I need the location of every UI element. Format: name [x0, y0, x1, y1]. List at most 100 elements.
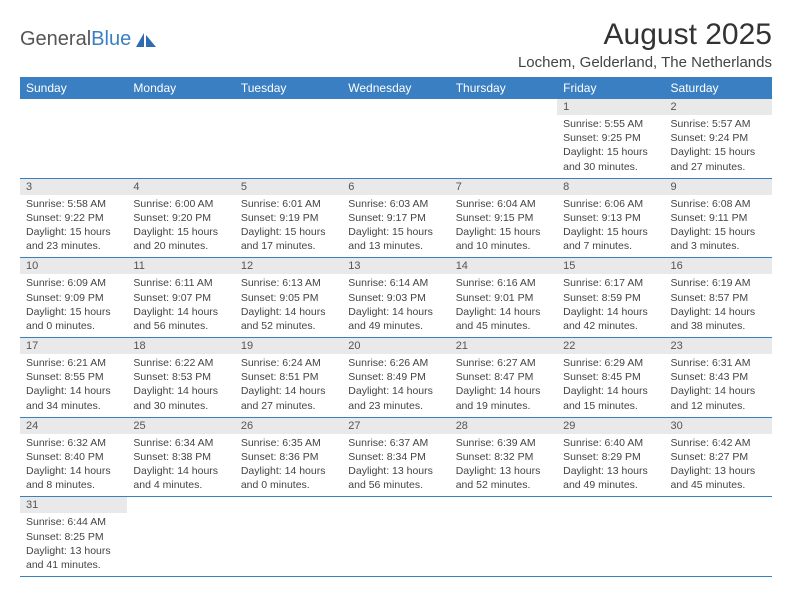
day-number: 13	[342, 258, 449, 274]
calendar-header-row: SundayMondayTuesdayWednesdayThursdayFrid…	[20, 77, 772, 99]
day-number: 16	[665, 258, 772, 274]
daylight-text: Daylight: 15 hours and 17 minutes.	[241, 225, 336, 253]
day-number: 18	[127, 338, 234, 354]
sunrise-text: Sunrise: 6:04 AM	[456, 197, 551, 211]
sunset-text: Sunset: 9:11 PM	[671, 211, 766, 225]
day-number: 1	[557, 99, 664, 115]
daylight-text: Daylight: 15 hours and 3 minutes.	[671, 225, 766, 253]
daylight-text: Daylight: 15 hours and 7 minutes.	[563, 225, 658, 253]
header: GeneralBlue August 2025 Lochem, Gelderla…	[20, 18, 772, 71]
day-details: Sunrise: 6:29 AMSunset: 8:45 PMDaylight:…	[557, 354, 664, 417]
day-details: Sunrise: 6:34 AMSunset: 8:38 PMDaylight:…	[127, 434, 234, 497]
day-details: Sunrise: 6:22 AMSunset: 8:53 PMDaylight:…	[127, 354, 234, 417]
daylight-text: Daylight: 14 hours and 56 minutes.	[133, 305, 228, 333]
calendar-day-cell: 6Sunrise: 6:03 AMSunset: 9:17 PMDaylight…	[342, 178, 449, 258]
day-details: Sunrise: 6:19 AMSunset: 8:57 PMDaylight:…	[665, 274, 772, 337]
sunset-text: Sunset: 9:19 PM	[241, 211, 336, 225]
day-details: Sunrise: 6:32 AMSunset: 8:40 PMDaylight:…	[20, 434, 127, 497]
day-details: Sunrise: 5:58 AMSunset: 9:22 PMDaylight:…	[20, 195, 127, 258]
sunrise-text: Sunrise: 6:08 AM	[671, 197, 766, 211]
calendar-day-cell: 31Sunrise: 6:44 AMSunset: 8:25 PMDayligh…	[20, 497, 127, 577]
day-number: 19	[235, 338, 342, 354]
day-details: Sunrise: 6:42 AMSunset: 8:27 PMDaylight:…	[665, 434, 772, 497]
sunrise-text: Sunrise: 6:42 AM	[671, 436, 766, 450]
sunrise-text: Sunrise: 6:01 AM	[241, 197, 336, 211]
day-number: 5	[235, 179, 342, 195]
daylight-text: Daylight: 14 hours and 34 minutes.	[26, 384, 121, 412]
calendar-day-cell: 16Sunrise: 6:19 AMSunset: 8:57 PMDayligh…	[665, 258, 772, 338]
day-number: 29	[557, 418, 664, 434]
day-details: Sunrise: 6:35 AMSunset: 8:36 PMDaylight:…	[235, 434, 342, 497]
sunset-text: Sunset: 9:05 PM	[241, 291, 336, 305]
daylight-text: Daylight: 13 hours and 45 minutes.	[671, 464, 766, 492]
sunrise-text: Sunrise: 6:31 AM	[671, 356, 766, 370]
weekday-header: Monday	[127, 77, 234, 99]
calendar-day-cell: 4Sunrise: 6:00 AMSunset: 9:20 PMDaylight…	[127, 178, 234, 258]
day-number: 2	[665, 99, 772, 115]
calendar-empty-cell	[20, 99, 127, 178]
calendar-day-cell: 9Sunrise: 6:08 AMSunset: 9:11 PMDaylight…	[665, 178, 772, 258]
day-number: 23	[665, 338, 772, 354]
sunrise-text: Sunrise: 6:11 AM	[133, 276, 228, 290]
calendar-day-cell: 29Sunrise: 6:40 AMSunset: 8:29 PMDayligh…	[557, 417, 664, 497]
day-details: Sunrise: 6:08 AMSunset: 9:11 PMDaylight:…	[665, 195, 772, 258]
calendar-day-cell: 18Sunrise: 6:22 AMSunset: 8:53 PMDayligh…	[127, 338, 234, 418]
sunset-text: Sunset: 9:17 PM	[348, 211, 443, 225]
day-number: 27	[342, 418, 449, 434]
sunset-text: Sunset: 8:32 PM	[456, 450, 551, 464]
sunrise-text: Sunrise: 5:58 AM	[26, 197, 121, 211]
calendar-day-cell: 11Sunrise: 6:11 AMSunset: 9:07 PMDayligh…	[127, 258, 234, 338]
calendar-day-cell: 30Sunrise: 6:42 AMSunset: 8:27 PMDayligh…	[665, 417, 772, 497]
daylight-text: Daylight: 13 hours and 41 minutes.	[26, 544, 121, 572]
calendar-day-cell: 10Sunrise: 6:09 AMSunset: 9:09 PMDayligh…	[20, 258, 127, 338]
day-number: 15	[557, 258, 664, 274]
sunset-text: Sunset: 8:38 PM	[133, 450, 228, 464]
calendar-empty-cell	[235, 99, 342, 178]
logo: GeneralBlue	[20, 28, 158, 51]
day-details: Sunrise: 6:21 AMSunset: 8:55 PMDaylight:…	[20, 354, 127, 417]
calendar-day-cell: 13Sunrise: 6:14 AMSunset: 9:03 PMDayligh…	[342, 258, 449, 338]
calendar-week-row: 10Sunrise: 6:09 AMSunset: 9:09 PMDayligh…	[20, 258, 772, 338]
sunset-text: Sunset: 9:24 PM	[671, 131, 766, 145]
sunrise-text: Sunrise: 6:06 AM	[563, 197, 658, 211]
day-number: 20	[342, 338, 449, 354]
sunrise-text: Sunrise: 6:37 AM	[348, 436, 443, 450]
daylight-text: Daylight: 15 hours and 23 minutes.	[26, 225, 121, 253]
day-number: 30	[665, 418, 772, 434]
sunrise-text: Sunrise: 6:34 AM	[133, 436, 228, 450]
sunset-text: Sunset: 8:55 PM	[26, 370, 121, 384]
day-details: Sunrise: 6:26 AMSunset: 8:49 PMDaylight:…	[342, 354, 449, 417]
sunrise-text: Sunrise: 6:44 AM	[26, 515, 121, 529]
sunset-text: Sunset: 8:49 PM	[348, 370, 443, 384]
sunrise-text: Sunrise: 6:19 AM	[671, 276, 766, 290]
daylight-text: Daylight: 15 hours and 27 minutes.	[671, 145, 766, 173]
day-number: 17	[20, 338, 127, 354]
sunset-text: Sunset: 8:47 PM	[456, 370, 551, 384]
calendar-empty-cell	[450, 99, 557, 178]
location-text: Lochem, Gelderland, The Netherlands	[518, 54, 772, 71]
day-details: Sunrise: 6:44 AMSunset: 8:25 PMDaylight:…	[20, 513, 127, 576]
sunset-text: Sunset: 8:57 PM	[671, 291, 766, 305]
daylight-text: Daylight: 15 hours and 30 minutes.	[563, 145, 658, 173]
daylight-text: Daylight: 14 hours and 23 minutes.	[348, 384, 443, 412]
month-title: August 2025	[518, 18, 772, 52]
sunset-text: Sunset: 9:15 PM	[456, 211, 551, 225]
sunset-text: Sunset: 9:09 PM	[26, 291, 121, 305]
daylight-text: Daylight: 13 hours and 52 minutes.	[456, 464, 551, 492]
day-number: 11	[127, 258, 234, 274]
sunrise-text: Sunrise: 6:09 AM	[26, 276, 121, 290]
calendar-day-cell: 22Sunrise: 6:29 AMSunset: 8:45 PMDayligh…	[557, 338, 664, 418]
calendar-day-cell: 1Sunrise: 5:55 AMSunset: 9:25 PMDaylight…	[557, 99, 664, 178]
sunset-text: Sunset: 8:25 PM	[26, 530, 121, 544]
day-details: Sunrise: 6:13 AMSunset: 9:05 PMDaylight:…	[235, 274, 342, 337]
day-number: 31	[20, 497, 127, 513]
calendar-body: 1Sunrise: 5:55 AMSunset: 9:25 PMDaylight…	[20, 99, 772, 577]
calendar-empty-cell	[665, 497, 772, 577]
sunrise-text: Sunrise: 6:40 AM	[563, 436, 658, 450]
sunrise-text: Sunrise: 6:21 AM	[26, 356, 121, 370]
daylight-text: Daylight: 14 hours and 42 minutes.	[563, 305, 658, 333]
day-number: 28	[450, 418, 557, 434]
sunrise-text: Sunrise: 6:27 AM	[456, 356, 551, 370]
daylight-text: Daylight: 15 hours and 0 minutes.	[26, 305, 121, 333]
calendar-day-cell: 26Sunrise: 6:35 AMSunset: 8:36 PMDayligh…	[235, 417, 342, 497]
